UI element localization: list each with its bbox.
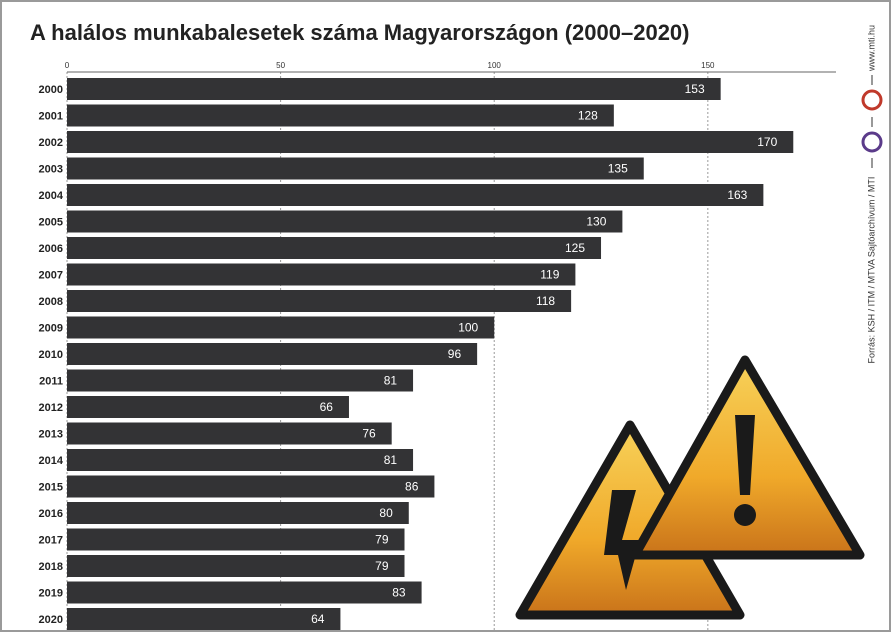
bar xyxy=(67,343,477,365)
value-label: 125 xyxy=(565,241,585,255)
bar xyxy=(67,317,494,339)
y-tick-label: 2015 xyxy=(39,481,63,493)
y-tick-label: 2018 xyxy=(39,561,63,573)
bar xyxy=(67,502,409,524)
y-tick-label: 2006 xyxy=(39,243,63,255)
bar xyxy=(67,396,349,418)
bar xyxy=(67,608,340,630)
y-tick-label: 2005 xyxy=(39,216,63,228)
bar xyxy=(67,237,601,259)
value-label: 86 xyxy=(405,480,419,494)
value-label: 81 xyxy=(384,374,398,388)
y-tick-label: 2013 xyxy=(39,428,63,440)
value-label: 76 xyxy=(362,427,376,441)
source: Forrás: KSH / ITM / MTVA Sajtóarchívum /… xyxy=(866,177,876,364)
value-label: 170 xyxy=(757,135,777,149)
y-tick-label: 2017 xyxy=(39,534,63,546)
y-tick-label: 2012 xyxy=(39,402,63,414)
y-tick-label: 2008 xyxy=(39,296,63,308)
bar xyxy=(67,582,422,604)
value-label: 153 xyxy=(685,82,705,96)
bar xyxy=(67,529,405,551)
bar xyxy=(67,449,413,471)
y-tick-label: 2003 xyxy=(39,163,63,175)
x-tick-label: 0 xyxy=(65,61,70,70)
bar xyxy=(67,105,614,127)
bar xyxy=(67,476,434,498)
bar xyxy=(67,264,575,286)
y-tick-label: 2011 xyxy=(39,375,63,387)
y-tick-label: 2009 xyxy=(39,322,63,334)
value-label: 79 xyxy=(375,533,389,547)
bar xyxy=(67,78,721,100)
value-label: 135 xyxy=(608,162,628,176)
value-label: 83 xyxy=(392,586,406,600)
bar xyxy=(67,290,571,312)
y-tick-label: 2002 xyxy=(39,137,63,149)
value-label: 130 xyxy=(586,215,606,229)
bar xyxy=(67,370,413,392)
bar xyxy=(67,131,793,153)
website: www.mti.hu xyxy=(866,25,876,72)
value-label: 64 xyxy=(311,612,325,626)
y-tick-label: 2000 xyxy=(39,84,63,96)
bar xyxy=(67,423,392,445)
value-label: 100 xyxy=(458,321,478,335)
y-tick-label: 2010 xyxy=(39,349,63,361)
y-tick-label: 2020 xyxy=(39,614,63,626)
y-tick-label: 2016 xyxy=(39,508,63,520)
chart: A halálos munkabalesetek száma Magyarors… xyxy=(0,0,891,632)
y-tick-label: 2019 xyxy=(39,587,63,599)
y-tick-label: 2004 xyxy=(39,190,64,202)
chart-title: A halálos munkabalesetek száma Magyarors… xyxy=(30,20,690,45)
y-tick-label: 2007 xyxy=(39,269,63,281)
x-tick-label: 150 xyxy=(701,61,715,70)
value-label: 119 xyxy=(540,268,559,282)
x-tick-label: 100 xyxy=(488,61,502,70)
value-label: 80 xyxy=(379,506,393,520)
y-tick-label: 2001 xyxy=(39,110,63,122)
value-label: 96 xyxy=(448,347,462,361)
bar xyxy=(67,184,763,206)
y-tick-label: 2014 xyxy=(39,455,64,467)
bar xyxy=(67,555,405,577)
bar xyxy=(67,211,622,233)
value-label: 118 xyxy=(536,294,555,308)
value-label: 163 xyxy=(727,188,747,202)
bar xyxy=(67,158,644,180)
value-label: 79 xyxy=(375,559,389,573)
value-label: 66 xyxy=(320,400,334,414)
value-label: 128 xyxy=(578,109,598,123)
value-label: 81 xyxy=(384,453,398,467)
x-tick-label: 50 xyxy=(276,61,285,70)
exclamation-dot xyxy=(734,504,756,526)
